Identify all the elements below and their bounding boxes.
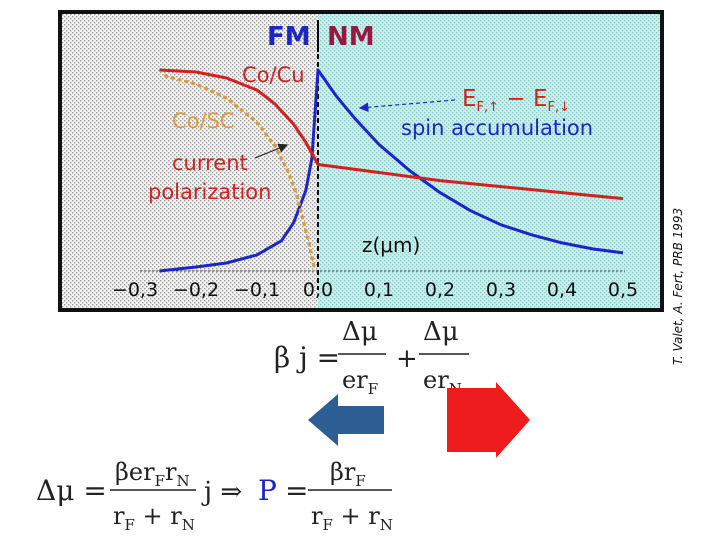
eq2-den2-b: F: [322, 516, 332, 534]
x-tick-label: −0,3: [112, 279, 158, 301]
formula-e1: E: [462, 86, 477, 112]
eq2-num-c: r: [165, 458, 177, 486]
eq1-num2: Δμ: [423, 317, 459, 347]
current-polarization-label: current polarization: [148, 151, 271, 204]
eq2-den-c: + r: [135, 502, 182, 530]
eq2-den-a: r: [113, 502, 125, 530]
spin-accumulation-formula: EF,↑ − EF,↓: [462, 86, 570, 115]
eq1-den1: erF: [342, 366, 378, 398]
eq2-den-d: N: [182, 516, 195, 534]
eq2-lhs: Δμ =: [36, 474, 107, 507]
current-polarization-line-1: current: [172, 151, 248, 175]
eq1-lhs: β j =: [274, 341, 340, 374]
x-tick-label: 0,3: [486, 279, 516, 301]
x-tick-label: 0,1: [364, 279, 394, 301]
eq2-den2-d: N: [380, 516, 393, 534]
eq2-num2: βrF: [330, 458, 366, 490]
current-polarization-pointer: [254, 143, 289, 159]
x-axis-title: z(μm): [362, 233, 420, 257]
eq2-num2-b: F: [355, 472, 365, 490]
eq2-den2-c: + r: [333, 502, 380, 530]
eq2-p: P: [258, 474, 277, 507]
co-cu-label: Co/Cu: [242, 63, 305, 87]
formula-sub2: F,↓: [548, 100, 571, 115]
eq2-den2: rF + rN: [311, 502, 393, 534]
eq2-den-b: F: [124, 516, 134, 534]
plot-frame: [58, 10, 664, 312]
current-polarization-line-2: polarization: [148, 180, 271, 204]
nm-label: NM: [327, 22, 375, 52]
eq2-den: rF + rN: [113, 502, 195, 534]
x-tick-label: −0,1: [234, 279, 280, 301]
eq1-num1: Δμ: [342, 317, 378, 347]
eq2-mid: j ⇒: [201, 477, 242, 507]
series-spin-line: [159, 68, 624, 273]
x-tick-label: 0,0: [303, 279, 333, 301]
x-tick-label: 0,2: [425, 279, 455, 301]
eq1-den1-base: er: [342, 366, 368, 394]
credit-citation: T. Valet, A. Fert, PRB 1993: [671, 208, 685, 365]
eq2-num-b: F: [155, 472, 165, 490]
eq2-num-a: βer: [115, 458, 155, 486]
equation-2: Δμ = βerFrN rF + rN j ⇒ P = βrF rF + rN: [36, 458, 393, 534]
eq1-plus: +: [396, 344, 418, 374]
x-tick-label: 0,4: [547, 279, 577, 301]
equation-1: β j = Δμ erF + Δμ erN: [274, 317, 469, 398]
fm-label: FM: [267, 22, 311, 52]
eq1-den1-sub: F: [368, 380, 378, 398]
formula-sub1: F,↑: [477, 100, 500, 115]
eq2-den2-a: r: [311, 502, 323, 530]
x-tick-label: 0,5: [608, 279, 638, 301]
spin-accumulation-pointer: [358, 99, 456, 113]
fm-region: [60, 12, 318, 310]
formula-e2: − E: [499, 86, 547, 112]
co-sc-label: Co/SC: [172, 109, 235, 133]
eq2-num2-a: βr: [330, 458, 356, 486]
eq2-eq: =: [285, 474, 308, 507]
x-tick-label: −0,2: [173, 279, 219, 301]
left-arrow-shape: [308, 394, 384, 446]
series-co-sc-line: [163, 74, 317, 273]
right-arrow-shape: [447, 382, 530, 458]
eq2-num-d: N: [176, 472, 189, 490]
spin-accumulation-label: spin accumulation: [401, 116, 593, 140]
nm-region: [318, 12, 662, 310]
eq2-num: βerFrN: [115, 458, 190, 490]
series-co-cu-line: [159, 68, 624, 201]
eq1-den2-base: er: [423, 366, 449, 394]
